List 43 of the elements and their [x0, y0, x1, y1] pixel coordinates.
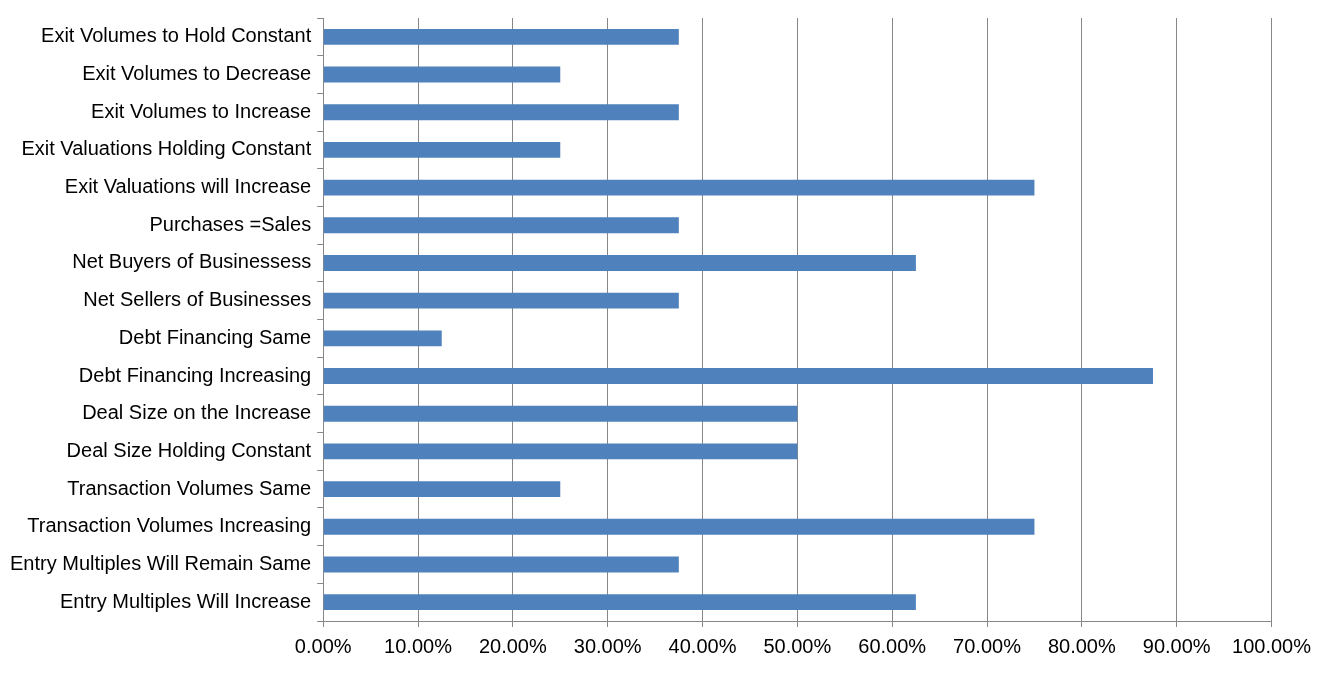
- bar: [323, 28, 679, 45]
- x-tick-label: 50.00%: [763, 634, 832, 657]
- bar: [323, 104, 679, 121]
- y-tick-label: Transaction Volumes Increasing: [27, 514, 312, 537]
- bar: [323, 481, 561, 498]
- bar: [323, 255, 916, 271]
- bar: [323, 594, 916, 611]
- y-tick-label: Debt Financing Same: [118, 325, 312, 348]
- y-tick-label: Purchases =Sales: [149, 212, 312, 235]
- y-tick-label: Debt Financing Increasing: [78, 363, 312, 386]
- y-tick-label: Exit Valuations Holding Constant: [21, 137, 312, 160]
- bar: [323, 518, 1035, 535]
- bar: [323, 405, 798, 422]
- bar: [323, 141, 561, 158]
- bar: [323, 179, 1035, 196]
- y-tick-label: Exit Volumes to Decrease: [82, 62, 312, 85]
- y-tick-label: Net Sellers of Businesses: [83, 288, 312, 311]
- x-tick-label: 10.00%: [384, 634, 453, 657]
- bar: [323, 330, 442, 347]
- y-tick-label: Entry Multiples Will Increase: [60, 589, 312, 612]
- y-tick-label: Entry Multiples Will Remain Same: [9, 551, 312, 574]
- x-tick-label: 80.00%: [1047, 634, 1116, 657]
- x-tick-label: 40.00%: [668, 634, 737, 657]
- y-tick-label: Net Buyers of Businessess: [72, 250, 312, 273]
- y-tick-label: Exit Volumes to Hold Constant: [41, 24, 312, 47]
- x-tick-label: 0.00%: [294, 634, 352, 657]
- y-tick-label: Deal Size on the Increase: [82, 401, 312, 424]
- y-tick-label: Exit Valuations will Increase: [64, 175, 312, 198]
- bar: [323, 556, 679, 573]
- x-tick-label: 90.00%: [1142, 634, 1211, 657]
- x-tick-label: 20.00%: [478, 634, 547, 657]
- y-tick-label: Transaction Volumes Same: [67, 476, 312, 499]
- y-tick-label: Deal Size Holding Constant: [66, 438, 312, 461]
- x-tick-label: 70.00%: [953, 634, 1022, 657]
- y-tick-label: Exit Volumes to Increase: [91, 99, 312, 122]
- x-tick-label: 30.00%: [573, 634, 642, 657]
- x-tick-label: 100.00%: [1232, 634, 1312, 657]
- bar: [323, 66, 561, 83]
- bar: [323, 443, 798, 460]
- bar: [323, 368, 1153, 384]
- bar: [323, 217, 679, 234]
- bar: [323, 292, 679, 309]
- x-tick-label: 60.00%: [858, 634, 927, 657]
